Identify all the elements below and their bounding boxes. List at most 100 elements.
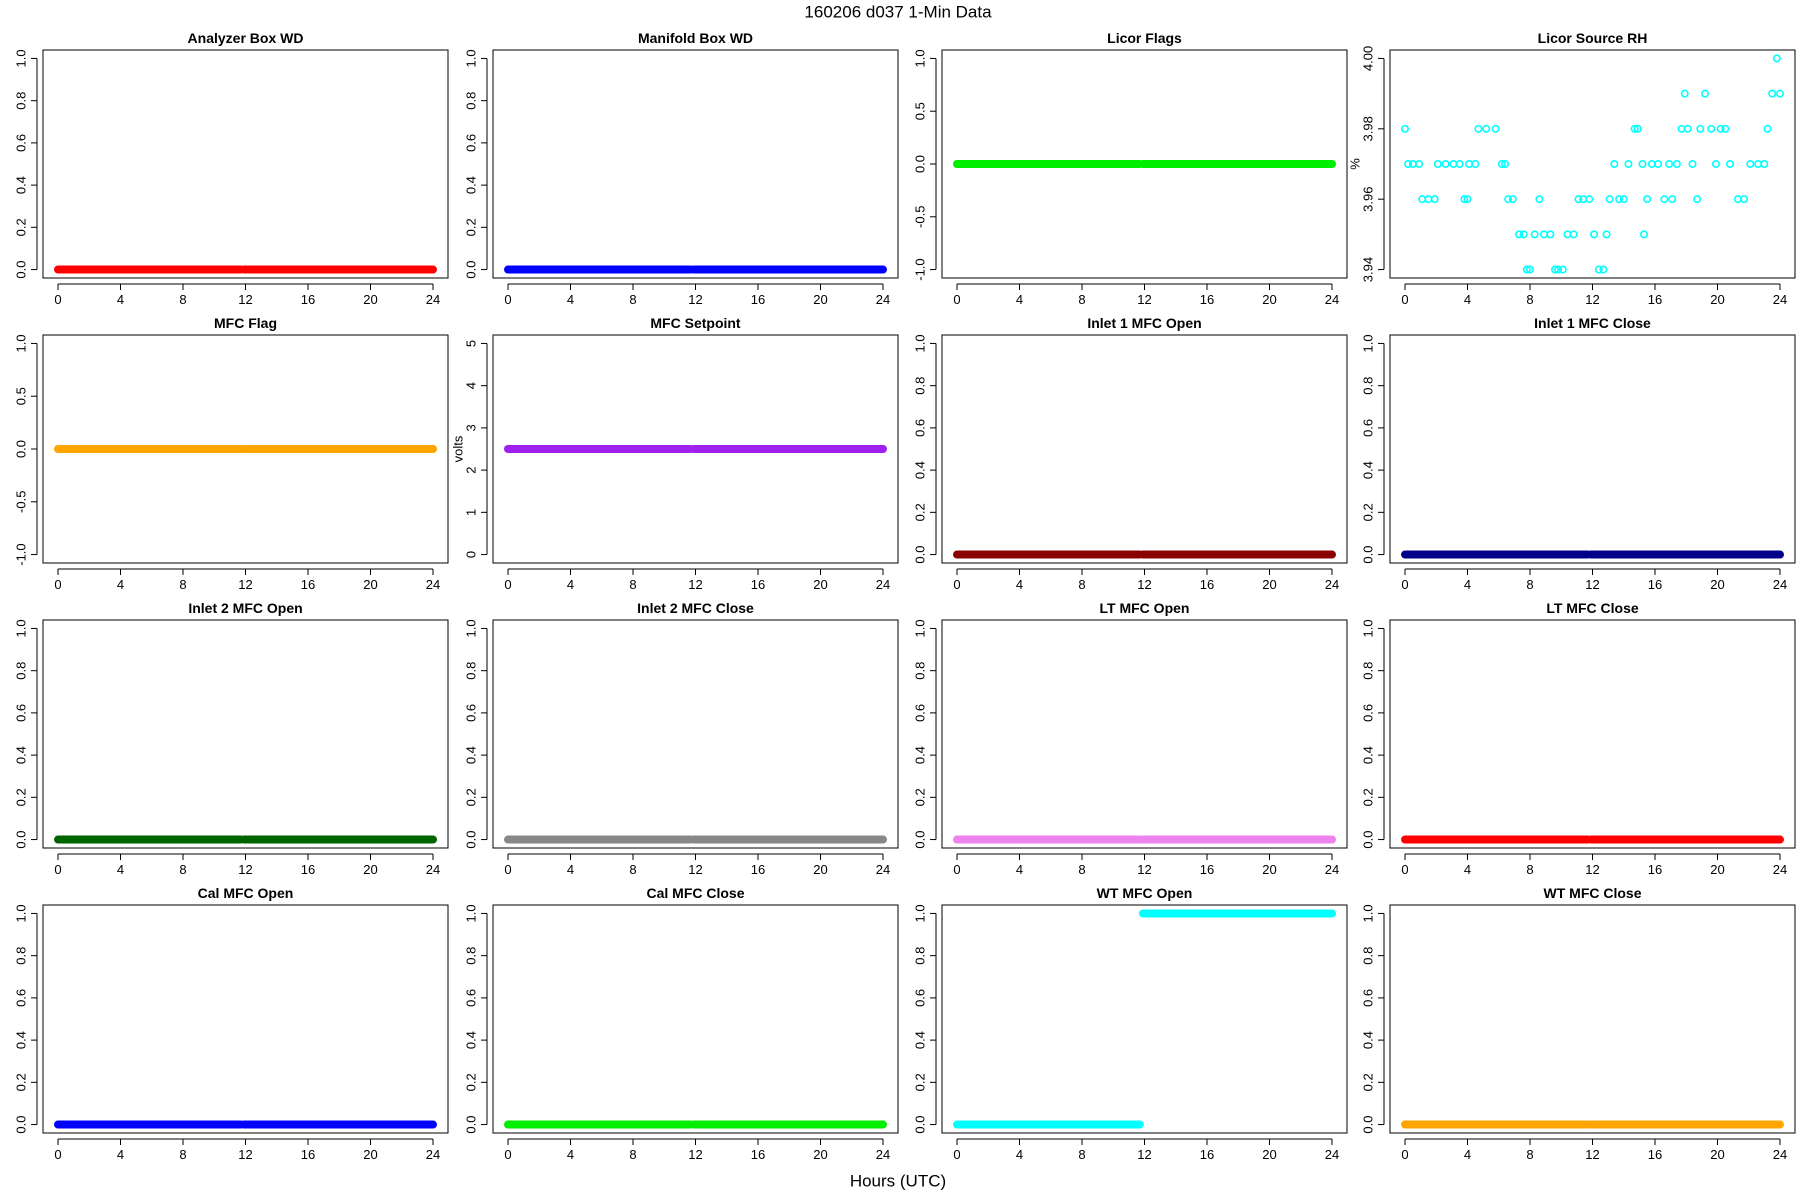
- y-tick-label: 0.8: [13, 662, 28, 680]
- y-tick-label: 0.8: [13, 947, 28, 965]
- x-tick-label: 24: [876, 862, 890, 877]
- x-tick-label: 16: [1648, 292, 1662, 307]
- x-axis-label: Hours (UTC): [850, 1171, 946, 1190]
- panel-title: WT MFC Open: [1097, 885, 1193, 901]
- x-tick-label: 8: [179, 292, 186, 307]
- x-tick-label: 4: [117, 1147, 124, 1162]
- x-tick-label: 20: [1262, 292, 1276, 307]
- y-tick-label: 0.4: [463, 746, 478, 764]
- data-point: [1497, 160, 1506, 169]
- y-tick-label: 0: [463, 551, 478, 558]
- y-tick-label: 0.8: [463, 947, 478, 965]
- x-tick-label: 12: [238, 577, 252, 592]
- data-point: [1772, 54, 1781, 63]
- x-tick-label: 0: [504, 577, 511, 592]
- y-tick-label: 0.6: [912, 704, 927, 722]
- x-tick-label: 0: [1401, 292, 1408, 307]
- x-tick-label: 24: [1773, 1147, 1787, 1162]
- plot-frame: [1389, 334, 1796, 564]
- data-point: [1683, 124, 1692, 133]
- panel-title: Inlet 1 MFC Close: [1534, 315, 1651, 331]
- x-tick-label: 8: [629, 577, 636, 592]
- x-tick-label: 8: [629, 292, 636, 307]
- y-tick-label: 0.8: [912, 377, 927, 395]
- data-point: [1482, 124, 1491, 133]
- plot-frame: [42, 904, 449, 1134]
- x-tick-label: 20: [363, 1147, 377, 1162]
- y-tick-label: 0.2: [912, 1073, 927, 1091]
- y-tick-label: 1.0: [912, 334, 927, 352]
- y-tick-label: -1.0: [912, 258, 927, 280]
- x-tick-label: 0: [504, 862, 511, 877]
- x-tick-label: 4: [1464, 577, 1471, 592]
- data-point: [1471, 160, 1480, 169]
- y-tick-label: 0.0: [13, 261, 28, 279]
- data-point: [1740, 195, 1749, 204]
- panel-title: Manifold Box WD: [638, 30, 753, 46]
- y-tick-label: 0.5: [13, 387, 28, 405]
- y-tick-label: 0.8: [912, 662, 927, 680]
- y-tick-label: 0.0: [912, 831, 927, 849]
- x-tick-label: 4: [567, 1147, 574, 1162]
- x-tick-label: 16: [751, 862, 765, 877]
- data-point: [1711, 160, 1720, 169]
- x-tick-label: 4: [1464, 862, 1471, 877]
- x-tick-label: 20: [1710, 292, 1724, 307]
- panel-title: Analyzer Box WD: [188, 30, 304, 46]
- x-tick-label: 12: [688, 862, 702, 877]
- x-tick-label: 24: [1325, 862, 1339, 877]
- data-point: [1554, 265, 1563, 274]
- y-tick-label: 1.0: [1360, 904, 1375, 922]
- x-tick-label: 4: [567, 862, 574, 877]
- plot-frame: [42, 49, 449, 279]
- x-tick-label: 8: [179, 862, 186, 877]
- y-tick-label: 1.0: [13, 904, 28, 922]
- y-tick-label: 0.2: [1360, 503, 1375, 521]
- x-tick-label: 24: [1773, 862, 1787, 877]
- y-tick-label: 1.0: [912, 904, 927, 922]
- x-tick-label: 12: [1137, 1147, 1151, 1162]
- x-tick-label: 8: [1526, 577, 1533, 592]
- y-tick-label: 0.0: [1360, 546, 1375, 564]
- y-tick-label: 0.2: [1360, 788, 1375, 806]
- data-point: [1707, 124, 1716, 133]
- x-tick-label: 4: [1016, 1147, 1023, 1162]
- x-tick-label: 4: [567, 292, 574, 307]
- data-point: [1746, 160, 1755, 169]
- y-tick-label: 0.0: [912, 155, 927, 173]
- x-tick-label: 16: [301, 292, 315, 307]
- y-tick-label: 0.8: [1360, 662, 1375, 680]
- y-tick-label: 1.0: [13, 619, 28, 637]
- y-tick-label: 0.0: [13, 440, 28, 458]
- y-tick-label: 1: [463, 509, 478, 516]
- y-tick-label: 0.6: [1360, 989, 1375, 1007]
- x-tick-label: 0: [1401, 862, 1408, 877]
- data-point: [1491, 124, 1500, 133]
- y-tick-label: 1.0: [912, 49, 927, 67]
- data-point: [1546, 230, 1555, 239]
- x-tick-label: 20: [1710, 862, 1724, 877]
- data-point: [1594, 265, 1603, 274]
- data-point: [1610, 160, 1619, 169]
- x-tick-label: 24: [1773, 577, 1787, 592]
- data-point: [1726, 160, 1735, 169]
- y-tick-label: 0.2: [13, 1073, 28, 1091]
- x-tick-label: 12: [1585, 292, 1599, 307]
- data-point: [1558, 265, 1567, 274]
- x-tick-label: 0: [54, 1147, 61, 1162]
- x-tick-label: 16: [751, 1147, 765, 1162]
- plot-frame: [941, 49, 1348, 279]
- data-point: [1515, 230, 1524, 239]
- y-tick-label: 3.96: [1360, 187, 1375, 212]
- x-tick-label: 0: [953, 1147, 960, 1162]
- data-point: [1569, 230, 1578, 239]
- x-tick-label: 4: [1464, 292, 1471, 307]
- data-point: [1680, 89, 1689, 98]
- x-tick-label: 24: [426, 862, 440, 877]
- plot-frame: [1389, 904, 1796, 1134]
- x-tick-label: 16: [1648, 577, 1662, 592]
- plot-frame: [492, 334, 899, 564]
- data-point: [1643, 195, 1652, 204]
- y-tick-label: 0.6: [13, 989, 28, 1007]
